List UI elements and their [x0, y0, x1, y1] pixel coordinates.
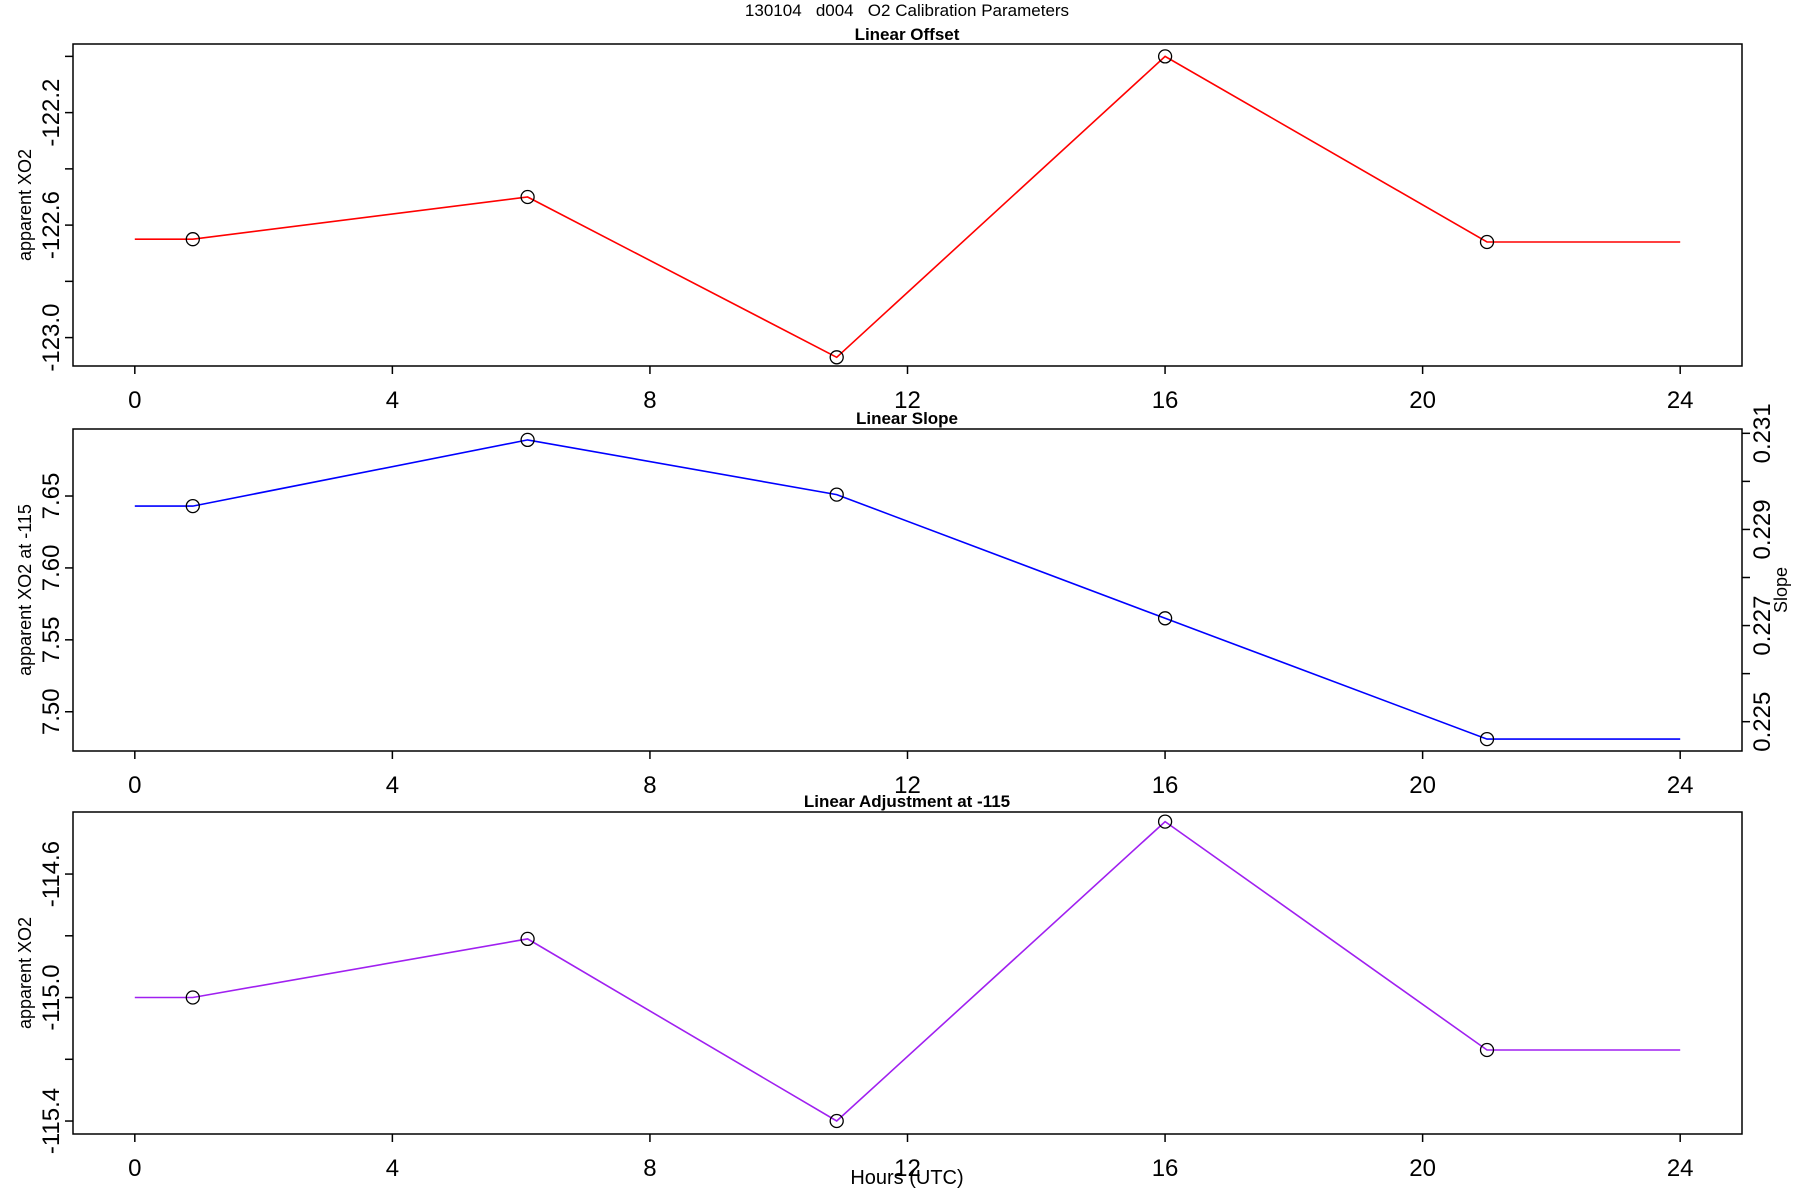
series-line-panel1: [134, 55, 1681, 359]
panel3-y-axis-label: apparent XO2: [15, 917, 35, 1029]
x-axis-tick-label: 0: [128, 1155, 141, 1182]
panel2-y-axis-label: apparent XO2 at -115: [15, 504, 35, 676]
x-axis-tick-label: 12: [894, 387, 921, 414]
panel1-y-axis-label: apparent XO2: [15, 149, 35, 261]
data-point-marker: [1157, 611, 1173, 626]
x-axis-tick-label: 12: [894, 1155, 921, 1182]
panel3-title: Linear Adjustment at -115: [804, 792, 1010, 811]
x-axis-tick-label: 24: [1667, 1155, 1694, 1182]
y-axis-tick-label: -123.0: [38, 304, 65, 372]
x-axis-tick-label: 16: [1152, 387, 1179, 414]
x-axis-tick-label: 16: [1152, 1155, 1179, 1182]
x-axis-tick-label: 0: [128, 772, 141, 799]
data-point-marker: [520, 432, 535, 448]
y-axis-tick-label: -122.6: [38, 191, 65, 259]
y-axis-tick-label: 7.50: [38, 688, 65, 735]
x-axis-tick-label: 8: [643, 387, 656, 414]
right-axis-tick-label: 0.227: [1749, 596, 1776, 656]
right-axis-tick-label: 0.231: [1749, 403, 1776, 463]
panel2-right-axis-label: Slope: [1771, 567, 1791, 613]
y-axis-tick-label: -115.4: [38, 1088, 65, 1154]
y-axis-tick-label: -122.2: [38, 79, 65, 147]
data-point-marker: [1479, 1042, 1495, 1058]
data-point-marker: [829, 1113, 844, 1129]
x-axis-tick-label: 20: [1409, 387, 1436, 414]
data-point-marker: [185, 498, 200, 514]
data-point-marker: [829, 487, 844, 502]
panel1-title: Linear Offset: [855, 25, 960, 44]
data-point-marker: [1157, 814, 1173, 829]
right-axis-tick-label: 0.225: [1749, 692, 1776, 752]
x-axis-label: Hours (UTC): [850, 1167, 963, 1189]
panel-box: [72, 428, 1743, 752]
right-axis-tick-label: 0.229: [1749, 499, 1776, 559]
x-axis-tick-label: 20: [1409, 772, 1436, 799]
data-point-marker: [185, 990, 200, 1005]
panel-box: [72, 811, 1743, 1135]
series-line-panel2: [134, 439, 1681, 740]
x-axis-tick-label: 0: [128, 387, 141, 414]
data-point-marker: [520, 931, 535, 947]
data-point-marker: [520, 189, 535, 205]
x-axis-tick-label: 4: [386, 387, 399, 414]
data-point-marker: [829, 350, 844, 365]
x-axis-tick-label: 4: [386, 772, 399, 799]
x-axis-tick-label: 12: [894, 772, 921, 799]
x-axis-tick-label: 8: [643, 772, 656, 799]
series-line-panel3: [134, 820, 1681, 1122]
y-axis-tick-label: -115.0: [38, 964, 65, 1030]
x-axis-tick-label: 8: [643, 1155, 656, 1182]
figure-title: 130104 d004 O2 Calibration Parameters: [745, 1, 1069, 20]
x-axis-tick-label: 20: [1409, 1155, 1436, 1182]
x-axis-tick-label: 24: [1667, 387, 1694, 414]
x-axis-tick-label: 24: [1667, 772, 1694, 799]
data-point-marker: [1479, 731, 1495, 747]
y-axis-tick-label: -114.6: [38, 841, 65, 907]
plot-dynamic-layer: 0 4 8 12 16 20 24 -123.0 -122.6 -122.2 0 4 8 12 16 20 24…: [38, 43, 1776, 1182]
y-axis-tick-label: 7.65: [38, 473, 65, 520]
y-axis-tick-label: 7.55: [38, 616, 65, 663]
panel2-title: Linear Slope: [856, 409, 958, 428]
x-axis-tick-label: 16: [1152, 772, 1179, 799]
y-axis-tick-label: 7.60: [38, 545, 65, 592]
data-point-marker: [1157, 49, 1173, 64]
x-axis-tick-label: 4: [386, 1155, 399, 1182]
panel-box: [72, 43, 1743, 367]
data-point-marker: [185, 232, 200, 247]
data-point-marker: [1479, 234, 1495, 250]
